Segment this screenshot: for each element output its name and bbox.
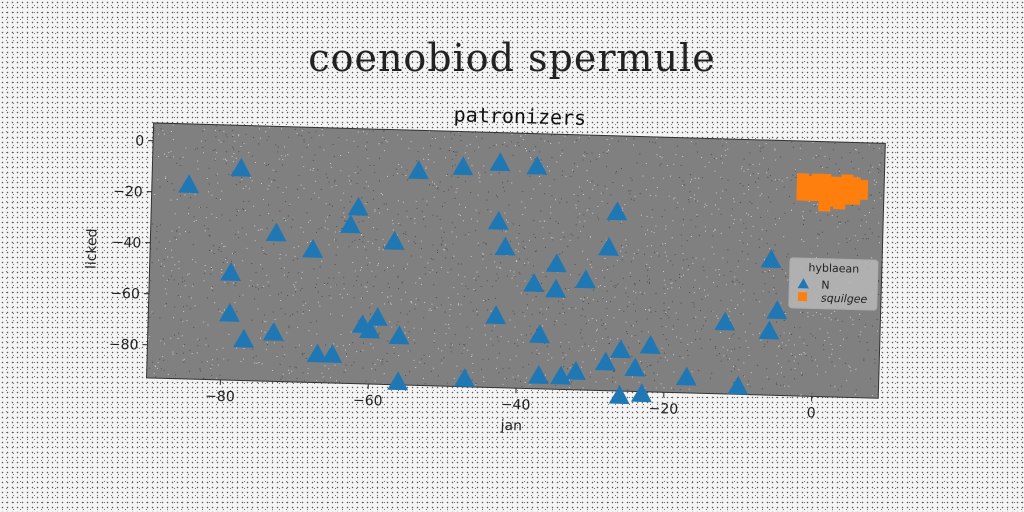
point-n-8 bbox=[306, 343, 328, 363]
chart-title: patronizers bbox=[453, 102, 586, 130]
plot-background bbox=[146, 122, 886, 399]
point-n-46 bbox=[758, 320, 780, 340]
point-n-18 bbox=[407, 160, 429, 180]
x-axis-ticks: −80 −60 −40 −20 0 bbox=[205, 379, 816, 422]
x-tick-label: −60 bbox=[353, 393, 383, 410]
point-n-35 bbox=[598, 236, 619, 256]
point-n-33 bbox=[574, 269, 596, 289]
legend-title: hyblaean bbox=[808, 261, 859, 275]
point-n-11 bbox=[347, 196, 369, 216]
point-n-4 bbox=[219, 302, 240, 322]
point-n-14 bbox=[366, 306, 388, 326]
point-n-15 bbox=[383, 230, 405, 250]
point-squilgee-31 bbox=[811, 178, 824, 192]
point-squilgee-29 bbox=[796, 188, 809, 201]
point-n-37 bbox=[610, 339, 631, 359]
point-n-28 bbox=[527, 365, 549, 385]
point-n-5 bbox=[233, 328, 254, 348]
point-n-7 bbox=[302, 238, 324, 258]
point-n-29 bbox=[545, 253, 567, 273]
point-n-27 bbox=[529, 324, 550, 344]
y-tick-label: 0 bbox=[135, 133, 144, 149]
figure-suptitle: coenobiod spermule bbox=[308, 36, 716, 80]
point-n-47 bbox=[766, 300, 788, 320]
point-n-22 bbox=[487, 210, 509, 230]
point-squilgee-24 bbox=[848, 192, 861, 205]
point-n-45 bbox=[760, 249, 782, 269]
plot-area: −80 −60 −40 −20 0 0−20−40−60−80 patronizers … bbox=[84, 102, 886, 435]
point-n-9 bbox=[321, 343, 343, 363]
y-tick-label: −80 bbox=[109, 337, 139, 354]
point-squilgee-30 bbox=[841, 179, 854, 192]
legend-marker-n bbox=[797, 278, 809, 289]
x-tick-label: −80 bbox=[205, 388, 235, 405]
y-tick-label: −40 bbox=[112, 235, 142, 252]
point-n-38 bbox=[608, 385, 630, 405]
point-n-23 bbox=[494, 236, 516, 256]
point-squilgee-28 bbox=[818, 199, 831, 212]
point-n-34 bbox=[594, 351, 616, 371]
point-n-42 bbox=[675, 366, 697, 386]
data-marks bbox=[178, 152, 869, 405]
point-n-17 bbox=[388, 325, 410, 345]
point-n-41 bbox=[639, 335, 661, 354]
x-axis-label: jan bbox=[499, 418, 522, 435]
point-n-44 bbox=[727, 375, 749, 395]
point-n-3 bbox=[220, 262, 242, 282]
point-n-24 bbox=[485, 305, 507, 325]
x-tick-label: 0 bbox=[807, 405, 816, 421]
legend-label-squilgee: squilgee bbox=[821, 292, 868, 306]
legend-marker-squilgee bbox=[797, 292, 808, 302]
point-n-13 bbox=[359, 319, 380, 339]
point-n-16 bbox=[387, 371, 409, 391]
y-tick-label: −20 bbox=[113, 184, 143, 201]
legend-box bbox=[788, 257, 879, 311]
point-n-20 bbox=[453, 368, 475, 388]
point-n-2 bbox=[265, 222, 287, 242]
point-n-26 bbox=[523, 273, 544, 293]
point-squilgee-27 bbox=[833, 197, 846, 210]
point-n-32 bbox=[565, 360, 586, 380]
point-n-25 bbox=[526, 155, 548, 175]
point-n-40 bbox=[630, 383, 652, 403]
x-tick-label: −40 bbox=[501, 397, 531, 414]
plot-noise bbox=[147, 124, 884, 398]
point-n-0 bbox=[178, 174, 200, 194]
legend-label-n: N bbox=[821, 279, 830, 292]
point-n-43 bbox=[714, 311, 736, 331]
point-n-36 bbox=[606, 201, 628, 221]
legend: hyblaean N squilgee bbox=[788, 257, 879, 311]
point-n-1 bbox=[230, 157, 252, 177]
x-tick-label: −20 bbox=[648, 401, 678, 418]
y-axis-label: licked bbox=[84, 228, 101, 269]
point-n-10 bbox=[339, 214, 361, 234]
point-n-6 bbox=[262, 321, 284, 341]
point-n-31 bbox=[550, 365, 571, 385]
point-n-21 bbox=[489, 152, 511, 172]
point-n-30 bbox=[545, 278, 567, 298]
y-tick-label: −60 bbox=[110, 286, 140, 303]
y-axis-ticks: 0 −20 −40 −60 −80 bbox=[109, 133, 154, 354]
point-n-19 bbox=[452, 156, 474, 176]
plot-frame bbox=[145, 122, 886, 399]
point-n-39 bbox=[624, 357, 646, 377]
